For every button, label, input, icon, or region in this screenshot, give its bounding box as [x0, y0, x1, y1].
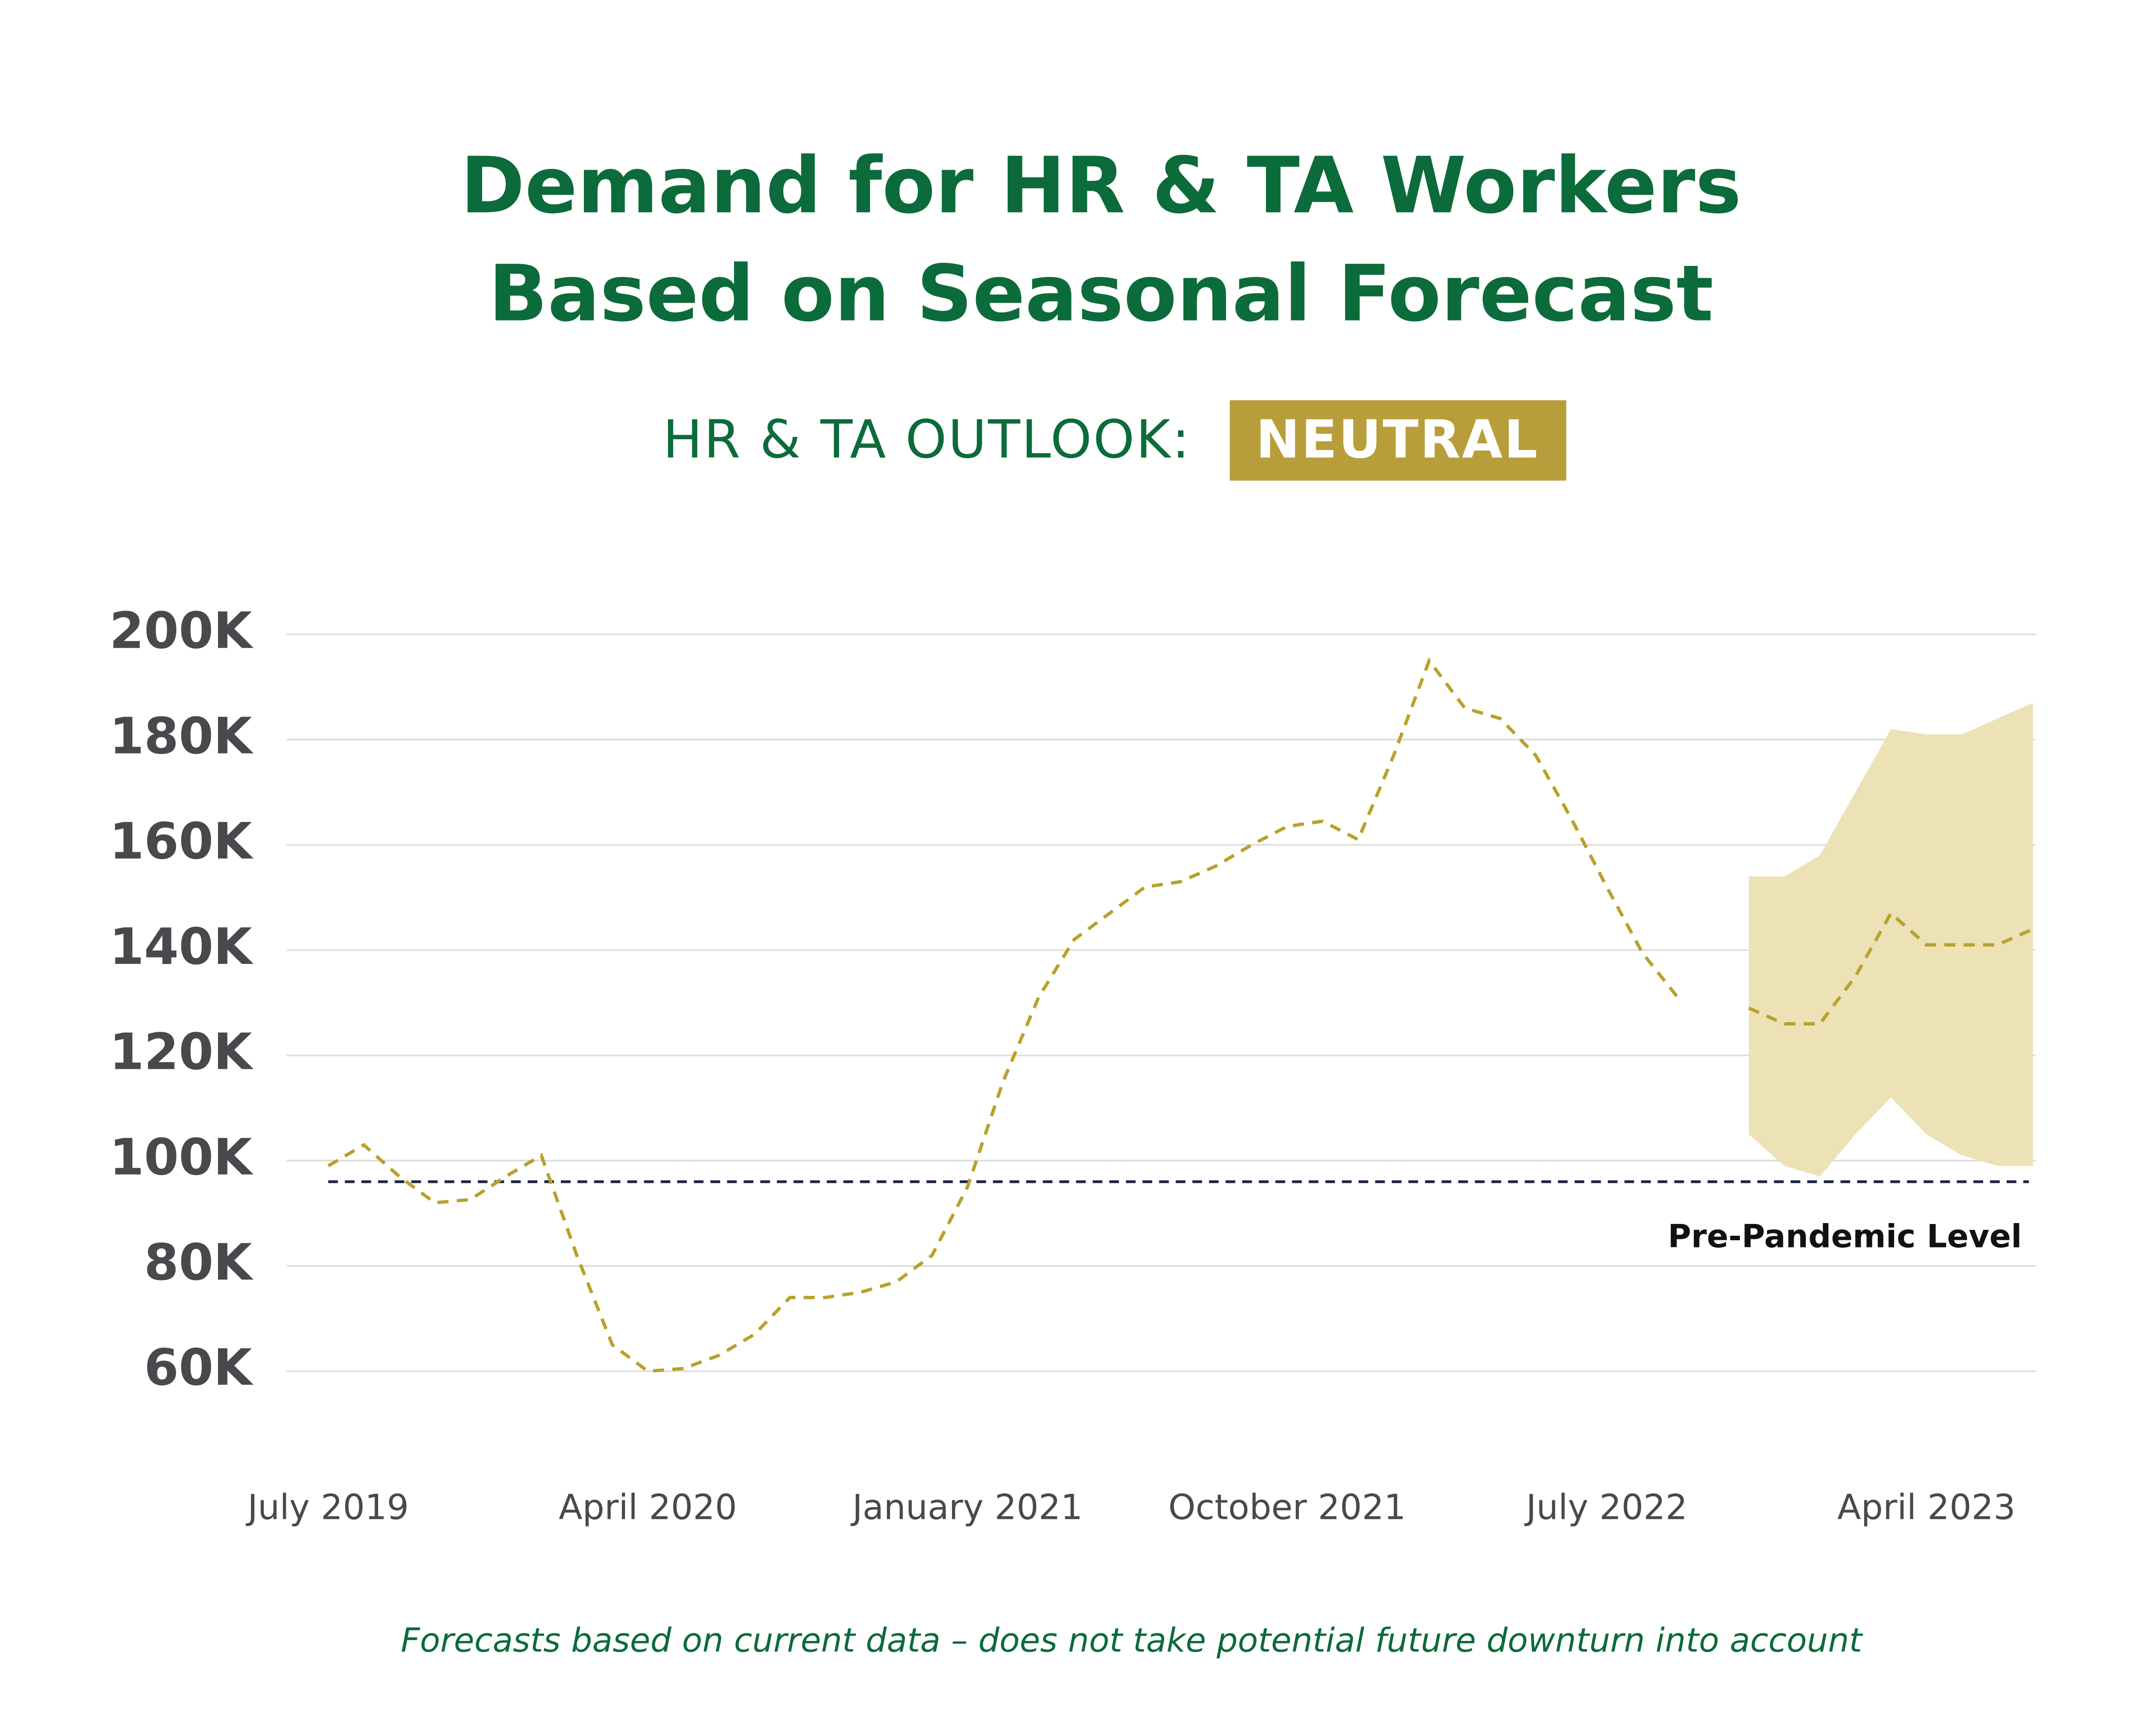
x-tick-label: October 2021 [1168, 1488, 1406, 1528]
y-tick-label: 200K [109, 602, 254, 660]
outlook-badge [1230, 400, 1567, 481]
y-tick-label: 120K [109, 1023, 254, 1081]
x-tick-label: April 2020 [559, 1488, 737, 1528]
y-tick-label: 180K [109, 707, 254, 765]
footnote: Forecasts based on current data – does n… [401, 1622, 1863, 1660]
x-tick-label: January 2021 [851, 1488, 1083, 1528]
outlook-label: NEUTRAL [1256, 409, 1539, 470]
x-tick-label: July 2022 [1524, 1488, 1687, 1528]
y-tick-label: 140K [109, 918, 254, 976]
chart-title: Demand for HR & TA Workers [460, 141, 1741, 231]
series-line [1748, 911, 2034, 1026]
x-tick-label: April 2023 [1837, 1488, 2015, 1528]
y-tick-label: 60K [144, 1339, 254, 1397]
chart-title: Based on Seasonal Forecast [488, 249, 1714, 339]
x-tick-label: July 2019 [246, 1488, 409, 1528]
y-tick-label: 80K [144, 1233, 254, 1291]
subtitle: HR & TA OUTLOOK: [663, 409, 1191, 470]
y-tick-label: 100K [109, 1128, 254, 1186]
reference-label: Pre-Pandemic Level [1668, 1218, 2022, 1255]
forecast-band [1748, 702, 2033, 1176]
y-tick-label: 160K [109, 812, 254, 870]
